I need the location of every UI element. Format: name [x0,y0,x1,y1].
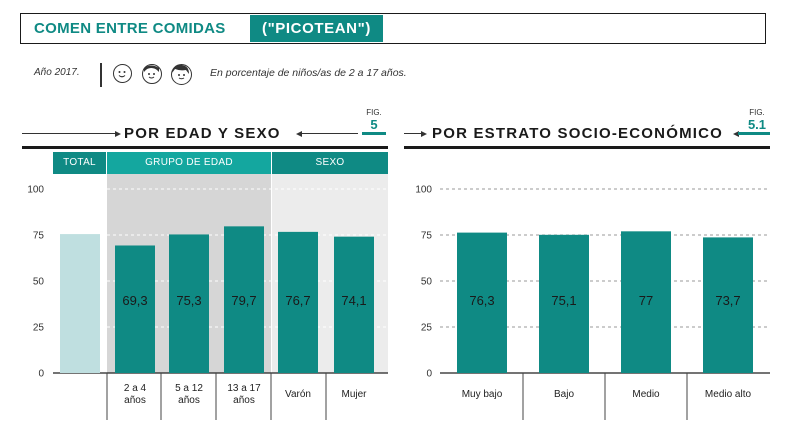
y-tick-label: 50 [421,277,433,288]
x-category-label: Mujer [341,389,367,400]
value-label: 76,7 [285,293,310,308]
bar [224,226,264,373]
bar [621,231,671,373]
y-tick-label: 0 [426,369,432,380]
y-tick-label: 25 [33,323,45,334]
fig-number: 5 [370,117,378,132]
heading-rule-left [22,133,117,134]
teen-face-icon [171,64,192,85]
page-title: COMEN ENTRE COMIDAS [34,20,226,37]
x-category-label: 13 a 17 años [227,383,261,406]
band-grupo-edad: GRUPO DE EDAD [107,152,271,174]
arrow-left-icon [296,130,302,137]
band-total: TOTAL [53,152,106,174]
x-category-label: 5 a 12 años [175,383,203,406]
y-tick-label: 75 [33,231,45,242]
panel-top-rule [404,146,770,149]
bar [539,234,589,373]
y-tick-label: 25 [421,323,433,334]
baby-face-icon [113,64,132,83]
bar [457,232,507,373]
chart-left: 0 25 50 75 100 75,5 69,3 75,3 79,7 76,7 74,1 [27,174,388,420]
x-category-label: Medio [632,389,660,400]
value-label: 75,3 [176,293,201,308]
fig-label: FIG. [749,108,765,117]
y-tick-label: 75 [421,231,433,242]
divider [100,63,102,87]
band-sexo: SEXO [272,152,388,174]
left-panel-title: POR EDAD Y SEXO [124,125,281,142]
value-label: 77 [639,293,653,308]
bar [278,231,318,373]
y-tick-label: 100 [415,185,432,196]
fig-underline [362,132,386,135]
value-label: 69,3 [122,293,147,308]
page-title-highlight: ("PICOTEAN") [250,15,383,42]
value-label: 73,7 [715,293,740,308]
x-category-label: Muy bajo [461,389,503,400]
y-tick-label: 50 [33,277,45,288]
y-tick-label: 100 [27,185,44,196]
heading-rule-left-2 [300,133,358,134]
value-label: 75,1 [551,293,576,308]
panel-top-rule [22,146,388,149]
child-face-icon [142,64,162,84]
bar [703,237,753,373]
y-tick-label: 0 [38,369,44,380]
fig-number: 5.1 [747,117,767,132]
title-frame [20,13,766,44]
bar [60,234,100,373]
arrow-left-icon [733,130,739,137]
x-category-label: Medio alto [704,389,752,400]
x-category-label: 2 a 4 años [123,383,147,406]
heading-rule-right [404,133,422,134]
arrow-right-icon [115,130,121,137]
chart-right: 0 25 50 75 100 76,3 75,1 77 73,7 [415,185,770,420]
bar [169,234,209,373]
value-label: 74,1 [341,293,366,308]
bar [334,236,374,373]
year-label: Año 2017. [34,67,80,78]
x-category-label: Bajo [553,389,574,400]
arrow-right-icon [421,130,427,137]
value-label: 76,3 [469,293,494,308]
value-label: 79,7 [231,293,256,308]
right-panel-title: POR ESTRATO SOCIO-ECONÓMICO [432,125,724,142]
x-category-label: Varón [285,389,311,400]
value-label: 75,5 [67,205,92,220]
fig-label: FIG. [366,108,382,117]
bar [115,245,155,373]
subtitle: En porcentaje de niños/as de 2 a 17 años… [210,67,407,79]
fig-underline [738,132,770,135]
